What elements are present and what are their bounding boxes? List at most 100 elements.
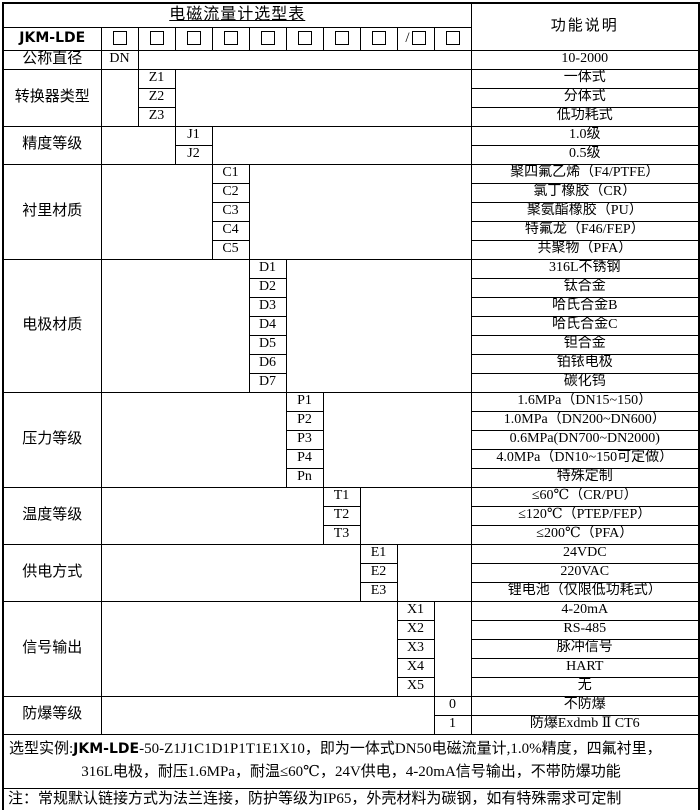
option-checkbox-icon — [334, 31, 349, 46]
option-slot — [322, 26, 361, 51]
option-code: E1 — [359, 543, 398, 564]
spec-row: 信号输出 X1 4-20mA — [2, 600, 700, 697]
option-code: P2 — [285, 410, 324, 431]
option-code: C4 — [211, 220, 250, 241]
model-prefix: JKM-LDE — [2, 26, 102, 51]
option-code: C5 — [211, 239, 250, 260]
option-description: 一体式 — [470, 68, 700, 89]
category-label: 衬里材质 — [2, 163, 102, 260]
option-checkbox-icon — [112, 31, 127, 46]
example-model: JKM-LDE — [73, 741, 140, 757]
spec-row: D5 钽合金 — [3, 334, 700, 355]
table-footer-body: 选型实例:JKM-LDE-50-Z1J1C1D1P1T1E1X10，即为一体式D… — [2, 733, 700, 810]
spacer-cell — [174, 68, 472, 127]
table-header-body: 电磁流量计选型表 功能说明 JKM-LDE / — [2, 2, 700, 51]
option-slot: / — [396, 26, 435, 51]
spec-row: 电极材质 D1 316L不锈钢 — [2, 258, 700, 393]
option-description: 哈氏合金C — [470, 315, 700, 336]
spec-row: D2 钛合金 — [3, 277, 700, 298]
option-code: E3 — [359, 581, 398, 602]
option-description: ≤200℃（PFA） — [470, 524, 700, 545]
spec-row: 防爆等级 0 不防爆 — [2, 695, 700, 735]
option-description: 脉冲信号 — [470, 638, 700, 659]
spacer-cell — [100, 600, 398, 697]
option-code: X2 — [396, 619, 435, 640]
category-label: 转换器类型 — [2, 68, 102, 127]
spacer-cell — [100, 68, 139, 127]
option-slot — [137, 26, 176, 51]
option-code: Z3 — [137, 106, 176, 127]
example-line1: 选型实例:JKM-LDE-50-Z1J1C1D1P1T1E1X10，即为一体式D… — [9, 738, 693, 761]
option-description: 聚四氟乙烯（F4/PTFE） — [470, 163, 700, 184]
option-code: T3 — [322, 524, 361, 545]
spec-row: J2 0.5级 — [3, 144, 700, 165]
spec-row: 公称直径 DN 10-2000 — [2, 49, 700, 70]
spec-row: E2 220VAC — [3, 562, 700, 583]
option-description: 不防爆 — [470, 695, 700, 716]
spec-row: 供电方式 E1 24VDC — [2, 543, 700, 602]
option-code: X4 — [396, 657, 435, 678]
spacer-cell — [248, 163, 472, 260]
spec-row: 温度等级 T1 ≤60℃（CR/PU） — [2, 486, 700, 545]
spacer-cell — [211, 125, 472, 165]
option-description: RS-485 — [470, 619, 700, 640]
option-code: P1 — [285, 391, 324, 412]
spacer-cell — [100, 125, 176, 165]
option-code: X1 — [396, 600, 435, 621]
option-checkbox-icon — [186, 31, 201, 46]
option-checkbox-icon — [260, 31, 275, 46]
option-description: 聚氨酯橡胶（PU） — [470, 201, 700, 222]
option-description: 无 — [470, 676, 700, 697]
spec-sections-body: 公称直径 DN 10-2000 转换器类型 Z1 一体式 Z2 分体式 Z3 低功耗式 精度等级 J1… — [2, 49, 700, 735]
option-description: 铂铱电极 — [470, 353, 700, 374]
spacer-cell — [359, 486, 472, 545]
category-label: 温度等级 — [2, 486, 102, 545]
spacer-cell — [100, 695, 435, 735]
spec-row: C5 共聚物（PFA） — [3, 239, 700, 260]
option-code: C1 — [211, 163, 250, 184]
example-row: 选型实例:JKM-LDE-50-Z1J1C1D1P1T1E1X10，即为一体式D… — [2, 733, 700, 789]
model-code-row: JKM-LDE / — [2, 26, 699, 51]
spec-row: Z2 分体式 — [3, 87, 700, 108]
option-description: 特殊定制 — [470, 467, 700, 488]
option-code: C3 — [211, 201, 250, 222]
spacer-cell — [396, 543, 472, 602]
spec-row: C2 氯丁橡胶（CR） — [3, 182, 700, 203]
option-code: C2 — [211, 182, 250, 203]
category-label: 电极材质 — [2, 258, 102, 393]
selection-example: 选型实例:JKM-LDE-50-Z1J1C1D1P1T1E1X10，即为一体式D… — [2, 733, 700, 789]
option-code: Pn — [285, 467, 324, 488]
option-code: D1 — [248, 258, 287, 279]
spec-row: P2 1.0MPa（DN200~DN600） — [3, 410, 700, 431]
spacer-cell — [100, 258, 250, 393]
option-description: 哈氏合金B — [470, 296, 700, 317]
spacer-cell — [433, 600, 472, 697]
option-checkbox-icon — [371, 31, 386, 46]
option-description: 0.5级 — [470, 144, 700, 165]
option-slot — [285, 26, 324, 51]
spec-row: D6 铂铱电极 — [3, 353, 700, 374]
page-title: 电磁流量计选型表 — [2, 2, 472, 28]
option-description: 0.6MPa(DN700~DN2000) — [470, 429, 700, 450]
spec-row: 精度等级 J1 1.0级 — [2, 125, 700, 165]
option-slot — [211, 26, 250, 51]
option-description: 1.0级 — [470, 125, 700, 146]
option-description: 低功耗式 — [470, 106, 700, 127]
option-code: D2 — [248, 277, 287, 298]
option-code: D3 — [248, 296, 287, 317]
option-checkbox-icon — [411, 31, 426, 46]
option-slot — [359, 26, 398, 51]
spacer-cell — [100, 391, 287, 488]
spacer-cell — [100, 163, 213, 260]
option-description: 220VAC — [470, 562, 700, 583]
option-description: 4-20mA — [470, 600, 700, 621]
note-text: 注：常规默认链接方式为法兰连接，防护等级为IP65，外壳材料为碳钢，如有特殊需求… — [2, 787, 700, 810]
option-description: 碳化钨 — [470, 372, 700, 393]
slash-separator: / — [405, 29, 410, 46]
spacer-cell — [137, 49, 472, 70]
option-description: 氯丁橡胶（CR） — [470, 182, 700, 203]
option-code: J1 — [174, 125, 213, 146]
spacer-cell — [100, 486, 324, 545]
option-checkbox-icon — [445, 31, 460, 46]
